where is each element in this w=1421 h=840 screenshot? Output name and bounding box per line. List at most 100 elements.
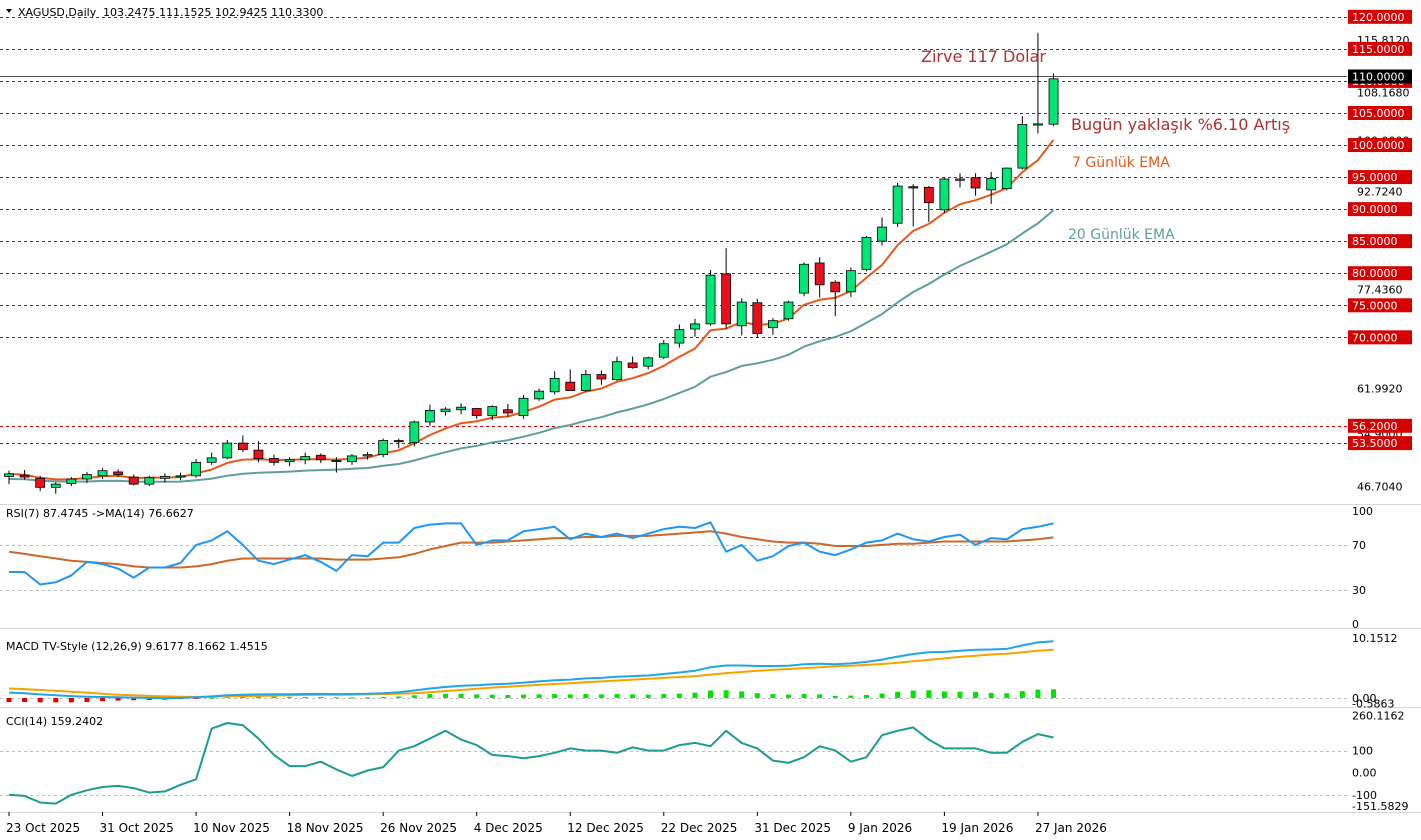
time-axis-label: 18 Nov 2025: [287, 821, 364, 835]
candle: [814, 257, 825, 298]
macd-axis-label: -0.5863: [1352, 697, 1394, 710]
macd-histogram-bar: [708, 690, 714, 698]
price-level-tag-text: 105.0000: [1352, 107, 1405, 120]
candle: [300, 452, 311, 465]
candle: [66, 477, 77, 487]
candle-body: [50, 483, 61, 488]
price-level-tag: 75.0000: [1348, 298, 1412, 313]
candle-body: [674, 329, 685, 344]
macd-histogram-bar: [115, 697, 121, 701]
peak-annotation: Zirve 117 Dolar: [921, 47, 1046, 66]
candle: [4, 470, 14, 485]
candle-body: [331, 460, 342, 463]
macd-histogram-bar: [1051, 689, 1057, 698]
cci-label: CCI(14) 159.2402: [6, 715, 103, 728]
macd-histogram-bar: [365, 697, 371, 699]
macd-histogram-bar: [770, 694, 776, 698]
candle: [113, 469, 124, 478]
price-level-tag-bg: [1348, 202, 1412, 217]
candle-body: [471, 408, 482, 416]
macd-histogram-bar: [583, 694, 589, 698]
price-level-tag: 100.0000: [1348, 138, 1412, 153]
candle: [1033, 32, 1043, 134]
macd-histogram-bar: [645, 694, 651, 698]
candle-body: [269, 458, 279, 463]
macd-histogram-bar: [723, 690, 729, 698]
candle: [35, 475, 46, 492]
price-level-tag-bg: [1348, 9, 1412, 24]
macd-histogram-bar: [910, 690, 916, 698]
price-level-tag-text: 75.0000: [1352, 299, 1398, 312]
macd-histogram-bar: [505, 694, 511, 698]
menu-triangle-icon: [6, 9, 12, 13]
candle: [518, 395, 529, 419]
macd-histogram-bar: [1035, 689, 1041, 698]
time-axis-label: 26 Nov 2025: [380, 821, 457, 835]
candle: [191, 459, 201, 478]
candle-body: [1017, 124, 1028, 169]
rsi-axis-label: 70: [1352, 539, 1366, 552]
candle: [565, 369, 576, 391]
price-level-tag-bg: [1348, 418, 1412, 433]
candle-body: [534, 390, 544, 400]
candle-body: [284, 459, 295, 463]
candle-body: [440, 408, 451, 413]
candle-body: [658, 343, 669, 358]
candle: [690, 318, 700, 337]
price-level-tag: 53.5000: [1348, 436, 1412, 451]
price-level-tag-bg: [1348, 330, 1412, 345]
candle-body: [518, 397, 529, 416]
macd-histogram-bar: [754, 693, 760, 698]
macd-histogram-bar: [863, 694, 869, 698]
price-level-tag-bg: [1348, 234, 1412, 249]
candle-body: [705, 274, 716, 325]
macd-histogram-bar: [380, 697, 386, 699]
candle-body: [783, 301, 794, 320]
macd-histogram-bar: [100, 697, 106, 702]
candle: [892, 182, 903, 228]
macd-histogram-bar: [146, 697, 152, 700]
candle: [175, 472, 186, 481]
price-level-tag-bg: [1348, 105, 1412, 120]
candle: [705, 270, 716, 326]
ema7-label: 7 Günlük EMA: [1072, 155, 1170, 171]
candle: [378, 438, 389, 458]
macd-histogram-bar: [926, 690, 932, 698]
price-level-tag: 80.0000: [1348, 266, 1412, 281]
current-price-tag: 110.0000: [1348, 69, 1412, 84]
candle-body: [502, 409, 513, 414]
candle: [393, 438, 404, 449]
candle-body: [752, 302, 763, 334]
price-level-tag-text: 100.0000: [1352, 139, 1405, 152]
candle: [799, 262, 809, 297]
candle-body: [175, 475, 186, 478]
cci-axis-label: -151.5829: [1352, 800, 1408, 813]
candle: [144, 475, 155, 487]
price-level-tag-bg: [1348, 41, 1412, 56]
candle-body: [456, 406, 467, 411]
candle-body: [1048, 78, 1059, 125]
candle-body: [861, 236, 872, 270]
price-level-tag-text: 85.0000: [1352, 235, 1398, 248]
time-axis-label: 4 Dec 2025: [474, 821, 543, 835]
macd-histogram-bar: [68, 697, 74, 703]
candle-body: [768, 320, 778, 329]
rsi-ma-line: [8, 530, 1054, 569]
time-axis-label: 12 Dec 2025: [567, 821, 644, 835]
candle-body: [721, 273, 732, 325]
price-level-tag-text: 53.5000: [1352, 437, 1398, 450]
macd-histogram-bar: [957, 691, 963, 698]
price-level-tag: 95.0000: [1348, 170, 1412, 185]
rsi-axis-label: 100: [1352, 505, 1373, 518]
current-price-tag-bg: [1348, 69, 1412, 84]
macd-histogram-bar: [988, 692, 994, 698]
time-axis-label: 9 Jan 2026: [848, 821, 912, 835]
candle-body: [378, 440, 389, 456]
candle-body: [596, 374, 607, 380]
rsi-label: RSI(7) 87.4745 ->MA(14) 76.6627: [6, 507, 194, 520]
macd-histogram-bar: [676, 693, 682, 698]
candle: [596, 370, 607, 385]
macd-histogram-bar: [427, 694, 433, 698]
candle-body: [206, 457, 217, 463]
candle-body: [66, 478, 77, 484]
